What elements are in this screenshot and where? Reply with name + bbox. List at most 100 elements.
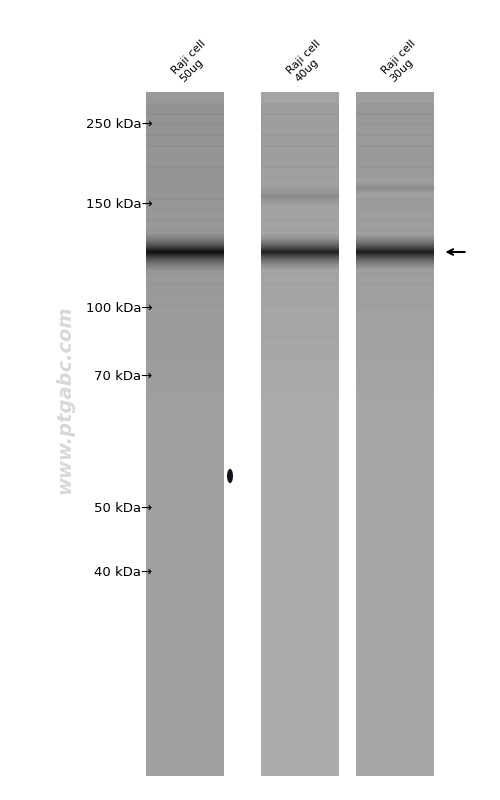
Bar bbox=[356, 197, 434, 198]
Bar bbox=[146, 234, 224, 235]
Bar bbox=[146, 268, 224, 269]
Bar bbox=[261, 199, 339, 201]
Bar bbox=[261, 210, 339, 211]
Bar bbox=[261, 230, 339, 253]
Bar bbox=[261, 234, 339, 235]
Bar bbox=[261, 134, 339, 158]
Bar bbox=[261, 194, 339, 195]
Bar bbox=[261, 186, 339, 187]
Bar bbox=[146, 255, 224, 256]
Bar bbox=[261, 262, 339, 263]
Bar bbox=[146, 250, 224, 251]
Text: 150 kDa→: 150 kDa→ bbox=[86, 198, 152, 210]
Bar bbox=[261, 259, 339, 260]
Bar bbox=[261, 187, 339, 210]
Bar bbox=[146, 246, 224, 247]
Bar bbox=[356, 183, 434, 185]
Text: 100 kDa→: 100 kDa→ bbox=[86, 302, 152, 314]
Bar bbox=[261, 242, 339, 243]
Bar bbox=[261, 243, 339, 244]
Bar bbox=[146, 248, 224, 249]
Bar bbox=[356, 251, 434, 252]
Bar bbox=[261, 193, 339, 194]
Bar bbox=[261, 184, 339, 185]
Bar bbox=[356, 238, 434, 239]
Bar bbox=[261, 252, 339, 253]
Bar bbox=[146, 262, 224, 263]
Bar bbox=[261, 262, 339, 285]
Bar bbox=[146, 242, 224, 243]
Bar bbox=[146, 241, 224, 242]
Bar bbox=[261, 250, 339, 251]
Bar bbox=[146, 238, 224, 239]
Bar bbox=[146, 236, 224, 238]
Bar bbox=[356, 336, 434, 359]
Bar bbox=[356, 232, 434, 234]
Bar bbox=[261, 114, 339, 136]
Bar bbox=[356, 270, 434, 272]
Text: Raji cell
40ug: Raji cell 40ug bbox=[284, 38, 331, 84]
Bar bbox=[146, 378, 224, 402]
Bar bbox=[261, 206, 339, 207]
Bar bbox=[261, 265, 339, 266]
Bar bbox=[356, 304, 434, 327]
Bar bbox=[146, 283, 224, 306]
Bar bbox=[356, 252, 434, 253]
Bar bbox=[261, 232, 339, 234]
Bar bbox=[356, 124, 434, 146]
Bar bbox=[146, 145, 224, 168]
Bar bbox=[261, 269, 339, 270]
Bar bbox=[356, 378, 434, 402]
Bar bbox=[261, 255, 339, 256]
Bar bbox=[356, 134, 434, 158]
Bar bbox=[356, 240, 434, 241]
Bar bbox=[356, 269, 434, 270]
Bar bbox=[261, 273, 339, 295]
Bar bbox=[356, 166, 434, 189]
Bar bbox=[356, 400, 434, 422]
Bar bbox=[261, 187, 339, 188]
Bar bbox=[356, 195, 434, 197]
Bar bbox=[261, 378, 339, 402]
Bar bbox=[146, 254, 224, 255]
Bar bbox=[356, 190, 434, 191]
Bar bbox=[356, 294, 434, 317]
Bar bbox=[261, 205, 339, 206]
Bar bbox=[356, 186, 434, 187]
Bar bbox=[356, 251, 434, 274]
Bar bbox=[356, 254, 434, 255]
Bar bbox=[356, 236, 434, 238]
Bar bbox=[356, 315, 434, 338]
Bar bbox=[356, 263, 434, 264]
Bar bbox=[356, 230, 434, 253]
Bar bbox=[146, 269, 224, 270]
Bar bbox=[146, 264, 224, 265]
Bar bbox=[261, 326, 339, 348]
Bar bbox=[261, 124, 339, 146]
Bar bbox=[261, 202, 339, 204]
Bar bbox=[261, 258, 339, 259]
Bar bbox=[261, 238, 339, 239]
Bar bbox=[146, 326, 224, 348]
Bar bbox=[146, 257, 224, 258]
Bar bbox=[261, 219, 339, 242]
Bar bbox=[146, 358, 224, 380]
Bar bbox=[356, 92, 434, 776]
Bar bbox=[261, 248, 339, 249]
Bar bbox=[146, 261, 224, 262]
Bar bbox=[356, 181, 434, 182]
Bar bbox=[356, 253, 434, 254]
Bar bbox=[146, 304, 224, 327]
Bar bbox=[261, 179, 339, 181]
Bar bbox=[261, 270, 339, 272]
Bar bbox=[146, 198, 224, 221]
Bar bbox=[356, 358, 434, 380]
Bar bbox=[261, 211, 339, 213]
Bar bbox=[146, 260, 224, 261]
Bar bbox=[146, 346, 224, 370]
Bar bbox=[356, 264, 434, 265]
Bar bbox=[146, 239, 224, 240]
Bar bbox=[261, 92, 339, 114]
Bar bbox=[356, 273, 434, 295]
Bar bbox=[261, 92, 339, 776]
